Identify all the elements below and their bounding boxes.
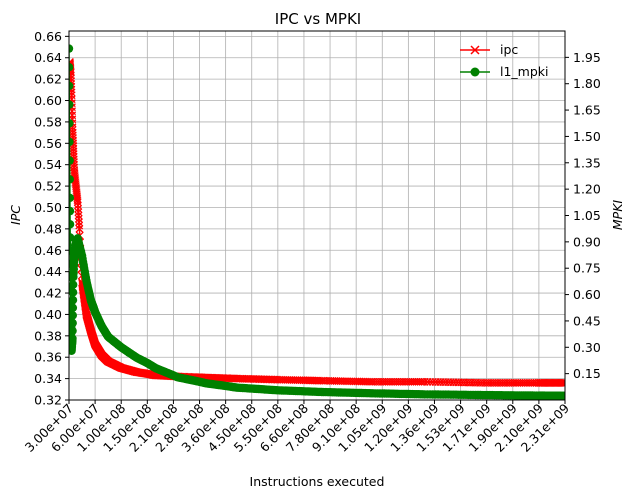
y-right-tick-label: 0.45: [573, 313, 601, 328]
l1-mpki-point: [69, 193, 75, 203]
ipc-point: [69, 77, 76, 86]
ipc-point: [559, 378, 565, 387]
y-left-tick-label: 0.58: [34, 114, 62, 129]
legend-mpki-label: l1_mpki: [500, 64, 549, 79]
ipc-point: [561, 378, 565, 387]
y-left-tick-label: 0.54: [34, 157, 62, 172]
ipc-point: [75, 218, 83, 227]
l1-mpki-point: [69, 334, 77, 343]
y-right-axis: 0.15 0.30 0.45 0.60 0.75 0.90 1.05 1.20 1.35 1.50…: [565, 50, 601, 381]
x-axis-label: Instructions executed: [250, 474, 385, 489]
y-left-tick-label: 0.42: [34, 286, 62, 301]
y-right-tick-label: 1.50: [573, 129, 601, 144]
l1-mpki-point: [69, 175, 74, 184]
l1-mpki-point: [69, 137, 74, 147]
l1-mpki-point: [69, 119, 74, 128]
l1-mpki-point: [69, 280, 78, 289]
y-left-tick-label: 0.38: [34, 328, 62, 343]
y-left-tick-label: 0.46: [34, 243, 62, 258]
plot-frame: [68, 30, 566, 401]
ipc-point: [75, 224, 84, 233]
l1-mpki-point: [69, 303, 78, 312]
l1-mpki-point: [69, 318, 77, 328]
y-left-tick-label: 0.64: [34, 50, 62, 65]
y-left-tick-label: 0.66: [34, 29, 62, 44]
ipc-point: [75, 221, 84, 230]
y-right-tick-label: 0.15: [573, 366, 601, 381]
l1-mpki-point: [69, 311, 77, 320]
l1-mpki-point: [69, 288, 78, 297]
ipc-point: [73, 201, 82, 210]
y-right-tick-label: 1.35: [573, 155, 601, 170]
ipc-point: [74, 208, 83, 217]
y-left-tick-label: 0.40: [34, 307, 62, 322]
ipc-point: [315, 376, 324, 385]
legend-mpki-marker: [470, 67, 480, 77]
ipc-point: [74, 214, 83, 223]
y-left-axis: 0.32 0.34 0.36 0.38 0.40 0.42 0.44 0.46 0.48 0.50…: [34, 29, 69, 408]
y-left-tick-label: 0.36: [34, 350, 62, 365]
legend: ipc l1_mpki: [460, 42, 549, 79]
ipc-line: [69, 61, 565, 384]
series-l1-mpki: [69, 44, 565, 400]
ipc-point: [73, 198, 82, 207]
series-ipc: [69, 58, 565, 387]
l1-mpki-point: [69, 100, 74, 109]
l1-mpki-point: [69, 81, 74, 91]
y-left-axis-label: IPC: [8, 205, 23, 225]
y-right-tick-label: 1.05: [573, 208, 601, 223]
y-left-tick-label: 0.62: [34, 72, 62, 87]
ipc-point: [557, 378, 565, 387]
ipc-point: [69, 68, 75, 77]
y-left-tick-label: 0.34: [34, 371, 62, 386]
legend-ipc-marker: [470, 45, 480, 55]
x-axis: 3.00e+076.00e+071.00e+081.50e+082.10e+08…: [22, 400, 572, 455]
ipc-point: [74, 204, 83, 213]
l1-mpki-point: [69, 44, 74, 53]
l1-mpki-point: [560, 391, 565, 400]
y-left-tick-label: 0.48: [34, 221, 62, 236]
y-left-tick-label: 0.52: [34, 179, 62, 194]
l1-mpki-point: [69, 206, 75, 216]
l1-mpki-point: [69, 220, 75, 229]
ipc-point: [74, 211, 83, 220]
y-right-tick-label: 0.75: [573, 261, 601, 276]
y-left-tick-label: 0.50: [34, 200, 62, 215]
l1-mpki-point: [69, 63, 74, 72]
l1-mpki-point: [69, 295, 78, 305]
y-right-tick-label: 1.65: [573, 103, 601, 118]
y-right-tick-label: 1.80: [573, 76, 601, 91]
l1-mpki-point: [69, 326, 77, 335]
ipc-point: [69, 74, 75, 83]
y-right-tick-label: 1.95: [573, 50, 601, 65]
y-left-tick-label: 0.44: [34, 264, 62, 279]
ipc-point: [558, 378, 565, 387]
y-right-axis-label: MPKI: [610, 200, 625, 231]
chart-title: IPC vs MPKI: [275, 10, 361, 28]
y-right-tick-label: 0.30: [573, 340, 601, 355]
y-left-tick-label: 0.32: [34, 393, 62, 408]
y-right-tick-label: 0.60: [573, 287, 601, 302]
y-right-tick-label: 0.90: [573, 234, 601, 249]
l1-mpki-point: [69, 156, 74, 165]
y-left-tick-label: 0.60: [34, 93, 62, 108]
ipc-point: [69, 71, 75, 80]
grid: [68, 31, 566, 401]
y-left-tick-label: 0.56: [34, 136, 62, 151]
y-right-tick-label: 1.20: [573, 182, 601, 197]
legend-ipc-label: ipc: [500, 42, 518, 57]
